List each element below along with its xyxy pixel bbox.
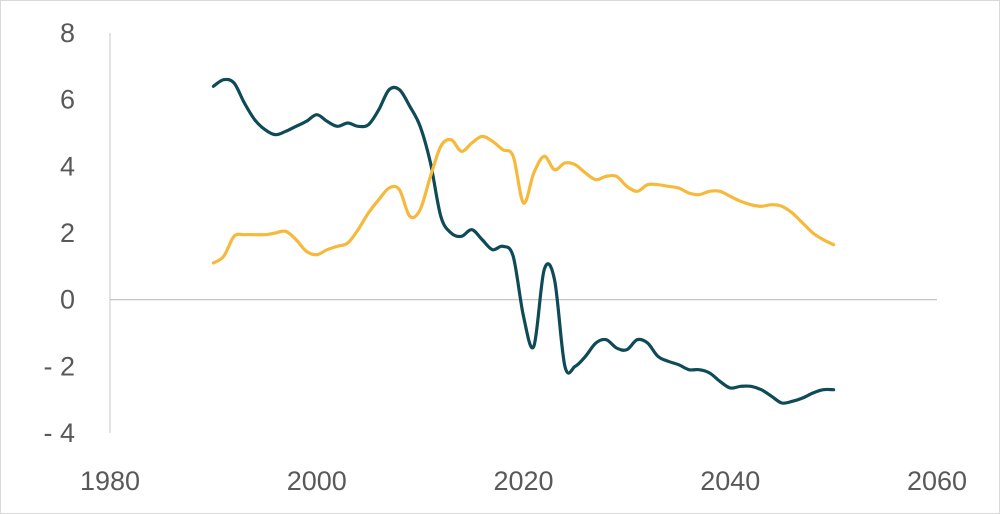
y-tick-label: 4 [60, 151, 75, 181]
series-layer [211, 77, 836, 405]
y-tick-label: 0 [60, 285, 75, 315]
x-tick-label: 2060 [907, 466, 967, 496]
x-tick-label: 2000 [287, 466, 347, 496]
y-tick-label: 8 [60, 18, 75, 48]
y-tick-label: 2 [60, 218, 75, 248]
x-tick-label: 2020 [493, 466, 553, 496]
series-line-1 [211, 77, 836, 405]
y-tick-label: - 4 [43, 418, 75, 448]
series-line-2 [211, 134, 836, 265]
y-tick-label: - 2 [43, 351, 75, 381]
y-tick-label: 6 [60, 85, 75, 115]
tick-labels: 1980 2000 2020 2040 2060 8 6 4 2 0 - 2 - 4 [43, 18, 967, 496]
x-tick-label: 2040 [700, 466, 760, 496]
x-tick-label: 1980 [80, 466, 140, 496]
axes [109, 33, 937, 433]
